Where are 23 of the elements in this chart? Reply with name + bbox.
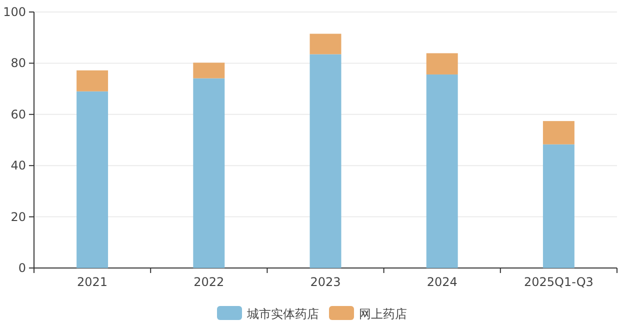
y-tick-label: 100 — [3, 5, 26, 19]
bar — [426, 53, 458, 74]
x-tick-label: 2022 — [194, 275, 224, 289]
bar — [310, 34, 342, 54]
bar — [542, 121, 574, 144]
y-tick-label: 20 — [10, 210, 26, 224]
bar — [310, 54, 342, 268]
bar — [426, 74, 458, 268]
x-tick-label: 2023 — [310, 275, 341, 289]
y-tick-label: 80 — [10, 56, 26, 70]
bar — [542, 144, 574, 268]
legend-label: 城市实体药店 — [246, 307, 319, 321]
y-tick-label: 0 — [18, 261, 26, 275]
x-tick-label: 2024 — [426, 275, 458, 289]
bar — [193, 78, 225, 268]
legend-label: 网上药店 — [359, 307, 407, 321]
y-tick-label: 60 — [10, 107, 26, 122]
bar — [193, 62, 225, 78]
x-tick-label: 2021 — [77, 275, 108, 289]
x-tick-label: 2025Q1-Q3 — [524, 275, 594, 289]
y-tick-label: 40 — [10, 158, 26, 173]
bar — [76, 70, 108, 92]
bar — [76, 91, 108, 268]
